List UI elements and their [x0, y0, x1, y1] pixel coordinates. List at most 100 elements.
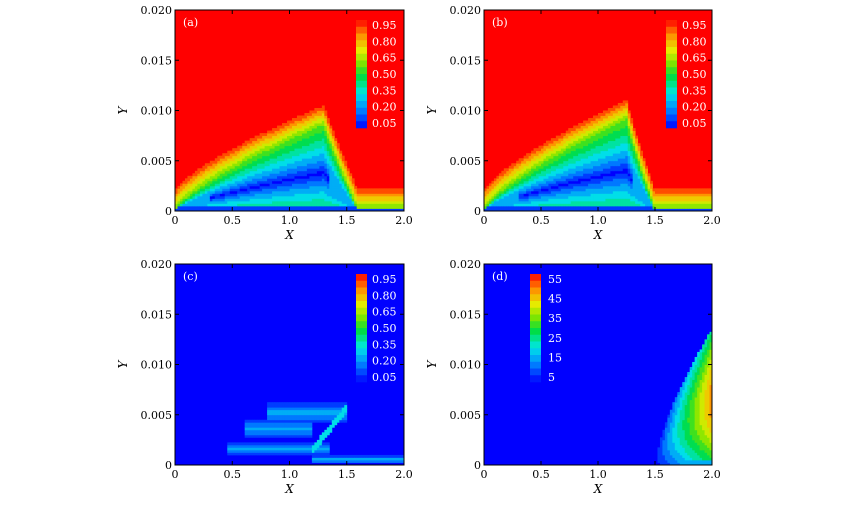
contour-cell [598, 196, 601, 199]
contour-cell [633, 133, 636, 136]
contour-cell [682, 193, 685, 196]
contour-cell [344, 181, 347, 184]
contour-cell [280, 178, 283, 181]
contour-cell [250, 452, 253, 455]
contour-cell [605, 161, 608, 164]
contour-cell [292, 158, 295, 161]
contour-cell [526, 163, 529, 166]
contour-cell [247, 186, 250, 189]
contour-cell [558, 161, 561, 164]
contour-cell [220, 193, 223, 196]
contour-cell [267, 178, 270, 181]
contour-cell [379, 193, 382, 196]
contour-cell [337, 183, 340, 186]
contour-cell [633, 201, 636, 204]
contour-cell [312, 153, 315, 156]
contour-cell [339, 196, 342, 199]
contour-cell [571, 143, 574, 146]
contour-cell [648, 198, 651, 201]
contour-cell [324, 146, 327, 149]
contour-cell [267, 171, 270, 174]
contour-cell [596, 133, 599, 136]
contour-cell [586, 176, 589, 179]
contour-cell [633, 156, 636, 159]
contour-cell [553, 188, 556, 191]
contour-cell [623, 166, 626, 169]
contour-cell [230, 196, 233, 199]
contour-cell [187, 176, 190, 179]
contour-cell [548, 156, 551, 159]
contour-cell [319, 148, 322, 151]
contour-cell [277, 405, 280, 408]
contour-cell [202, 171, 205, 174]
contour-cell [230, 161, 233, 164]
contour-cell [270, 435, 273, 438]
contour-cell [267, 432, 270, 435]
contour-cell [588, 178, 591, 181]
contour-cell [707, 201, 710, 204]
contour-cell [290, 201, 293, 204]
contour-cell [399, 201, 402, 204]
contour-cell [309, 186, 312, 189]
contour-cell [240, 450, 243, 453]
contour-cell [222, 171, 225, 174]
contour-cell [270, 432, 273, 435]
contour-cell [648, 178, 651, 181]
contour-cell [292, 173, 295, 176]
contour-cell [257, 445, 260, 448]
contour-cell [319, 193, 322, 196]
contour-cell [581, 131, 584, 134]
contour-cell [270, 417, 273, 420]
contour-cell [299, 432, 302, 435]
contour-cell [280, 176, 283, 179]
contour-cell [265, 442, 268, 445]
contour-cell [314, 171, 317, 174]
contour-cell [399, 188, 402, 191]
contour-cell [282, 430, 285, 433]
contour-cell [558, 188, 561, 191]
contour-cell [309, 163, 312, 166]
contour-cell [514, 186, 517, 189]
contour-cell [309, 111, 312, 114]
contour-cell [653, 193, 656, 196]
contour-cell [563, 133, 566, 136]
contour-cell [299, 168, 302, 171]
contour-cell [247, 188, 250, 191]
contour-cell [270, 143, 273, 146]
contour-cell [324, 123, 327, 126]
contour-cell [494, 206, 497, 209]
contour-cell [257, 163, 260, 166]
contour-cell [319, 123, 322, 126]
contour-cell [242, 196, 245, 199]
contour-cell [272, 415, 275, 418]
contour-cell [275, 442, 278, 445]
contour-cell [272, 198, 275, 201]
contour-cell [662, 193, 665, 196]
contour-cell [603, 138, 606, 141]
contour-cell [657, 193, 660, 196]
contour-cell [290, 452, 293, 455]
contour-cell [197, 186, 200, 189]
contour-cell [270, 430, 273, 433]
contour-cell [250, 442, 253, 445]
contour-cell [322, 143, 325, 146]
contour-cell [277, 168, 280, 171]
contour-cell [324, 420, 327, 423]
contour-cell [272, 181, 275, 184]
contour-cell [277, 196, 280, 199]
contour-cell [566, 181, 569, 184]
contour-cell [312, 156, 315, 159]
contour-cell [272, 166, 275, 169]
contour-cell [613, 153, 616, 156]
contour-cell [573, 171, 576, 174]
contour-cell [282, 136, 285, 139]
contour-cell [267, 405, 270, 408]
contour-cell [531, 161, 534, 164]
contour-cell [257, 196, 260, 199]
contour-cell [573, 146, 576, 149]
contour-cell [598, 168, 601, 171]
contour-cell [252, 430, 255, 433]
contour-cell [215, 161, 218, 164]
contour-cell [307, 173, 310, 176]
contour-cell [628, 196, 631, 199]
